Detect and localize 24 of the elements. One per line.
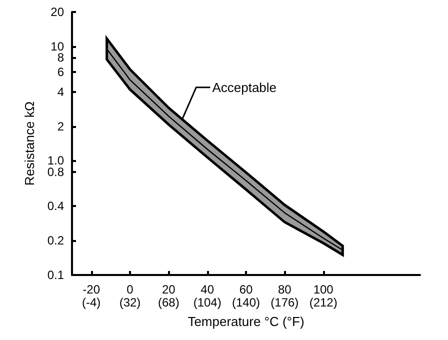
y-tick-label: 6: [57, 64, 64, 79]
x2-tick-label: (104): [193, 296, 222, 310]
x2-tick-label: (176): [270, 296, 299, 310]
y-tick-label: 20: [50, 5, 64, 19]
x-tick-label: 60: [239, 282, 253, 296]
x-tick-label: 100: [313, 282, 334, 296]
x2-tick-label: (32): [119, 296, 141, 310]
x2-tick-label: (140): [232, 296, 260, 310]
x2-tick-label: (68): [158, 296, 180, 310]
x-tick-label: -20: [82, 282, 100, 296]
annotation: Acceptable: [212, 80, 277, 95]
x2-tick-label: (-4): [82, 296, 101, 310]
x-tick-label: 20: [162, 282, 176, 296]
y-tick-label: 0.4: [47, 199, 64, 214]
y-tick-label: 2: [57, 119, 64, 134]
y-tick-label: 4: [57, 84, 64, 99]
x-tick-label: 40: [200, 282, 214, 296]
x-axis-title: Temperature °C (°F): [188, 314, 304, 329]
x-tick-label: 80: [278, 282, 292, 296]
x2-tick-label: (212): [309, 296, 338, 310]
y-axis-title: Resistance kΩ: [22, 101, 37, 186]
x-tick-label: 0: [126, 282, 134, 296]
y-tick-label: 0.2: [47, 234, 64, 248]
y-tick-label: 0.1: [47, 268, 64, 282]
